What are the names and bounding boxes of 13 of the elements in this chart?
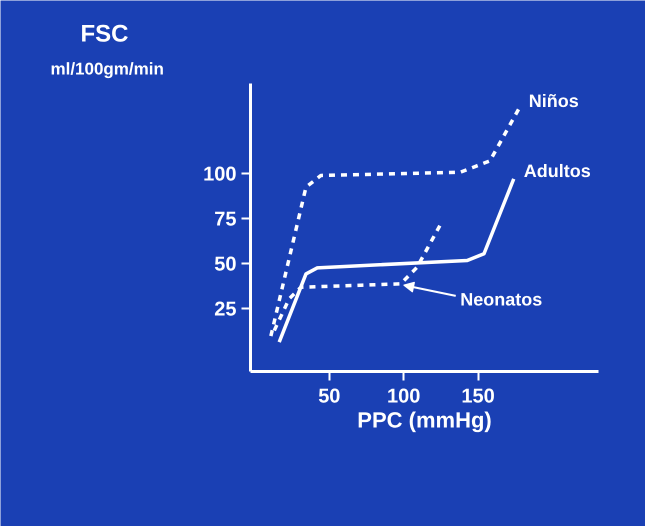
x-tick-label: 50 [318, 386, 340, 408]
annotation: Adultos [524, 160, 591, 181]
y-tick-label: 100 [203, 164, 237, 186]
x-axis-title: PPC (mmHg) [357, 408, 492, 432]
x-tick-label: 100 [386, 386, 420, 408]
y-tick-label: 75 [214, 208, 237, 230]
annotation: Niños [528, 90, 579, 111]
y-tick-label: 25 [214, 298, 237, 320]
y-tick-label: 50 [214, 254, 237, 276]
chart-title: FSC [80, 20, 128, 48]
text: ml/100gm/min [50, 60, 164, 78]
annotation: Neonatos [460, 290, 542, 310]
x-tick-label: 150 [461, 386, 495, 408]
